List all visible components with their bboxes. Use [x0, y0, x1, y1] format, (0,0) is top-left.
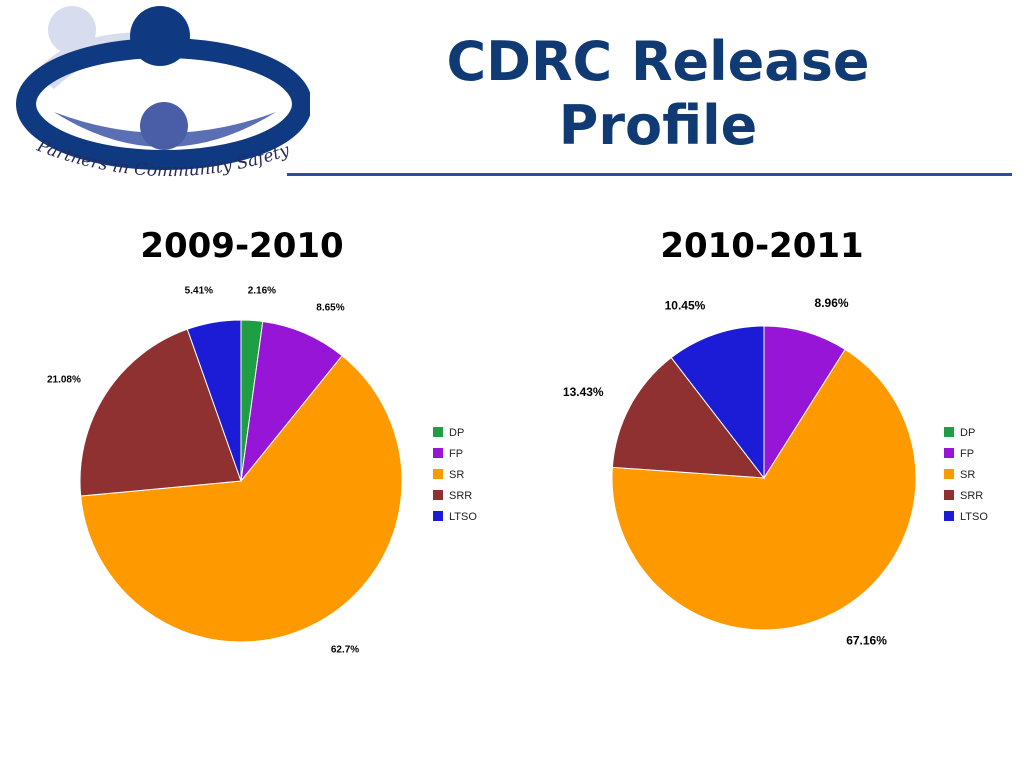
title-divider	[287, 173, 1012, 176]
pie-slice-srr	[611, 356, 766, 479]
slice-label-dp: 2.16%	[248, 285, 276, 296]
pie-slice-srr	[79, 328, 242, 497]
legend-swatch-dp	[433, 427, 443, 437]
legend-label-fp: FP	[960, 448, 974, 460]
chart-title-2010-2011: 2010-2011	[660, 226, 864, 266]
pie-slice-sr	[80, 355, 403, 643]
legend-label-ltso: LTSO	[449, 511, 477, 523]
pie-slice-ltso	[186, 319, 242, 482]
pie-slice-fp	[763, 325, 846, 480]
legend-label-srr: SRR	[960, 490, 983, 502]
slice-label-sr: 67.16%	[846, 633, 887, 647]
legend-label-ltso: LTSO	[960, 511, 988, 523]
legend-swatch-srr	[944, 490, 954, 500]
slice-label-ltso: 10.45%	[665, 299, 706, 313]
logo-ring-icon	[16, 38, 310, 170]
slice-label-srr: 21.08%	[47, 375, 81, 386]
slice-label-srr: 13.43%	[563, 385, 604, 399]
logo-head-small-icon	[140, 102, 188, 150]
legend-swatch-fp	[944, 448, 954, 458]
logo-bowl-icon	[54, 112, 276, 147]
pie-slice-sr	[611, 348, 917, 631]
legend-label-dp: DP	[960, 427, 975, 439]
slice-label-fp: 8.65%	[316, 303, 344, 314]
legend-swatch-srr	[433, 490, 443, 500]
slice-label-sr: 62.7%	[331, 644, 359, 655]
slice-label-ltso: 5.41%	[185, 286, 213, 297]
legend-label-sr: SR	[960, 469, 975, 481]
legend-label-srr: SRR	[449, 490, 472, 502]
slice-label-fp: 8.96%	[815, 296, 849, 310]
legend-swatch-dp	[944, 427, 954, 437]
legend-swatch-sr	[944, 469, 954, 479]
legend-label-dp: DP	[449, 427, 464, 439]
legend-swatch-ltso	[944, 511, 954, 521]
legend-swatch-sr	[433, 469, 443, 479]
pie-slice-ltso	[670, 325, 765, 480]
legend-swatch-ltso	[433, 511, 443, 521]
pie-slice-fp	[240, 320, 343, 483]
legend-label-sr: SR	[449, 469, 464, 481]
chart-title-2009-2010: 2009-2010	[140, 226, 344, 266]
partners-logo: Partners in Community Safety	[16, 6, 310, 181]
legend-label-fp: FP	[449, 448, 463, 460]
legend-swatch-fp	[433, 448, 443, 458]
page-title: CDRC Release Profile	[446, 30, 870, 157]
